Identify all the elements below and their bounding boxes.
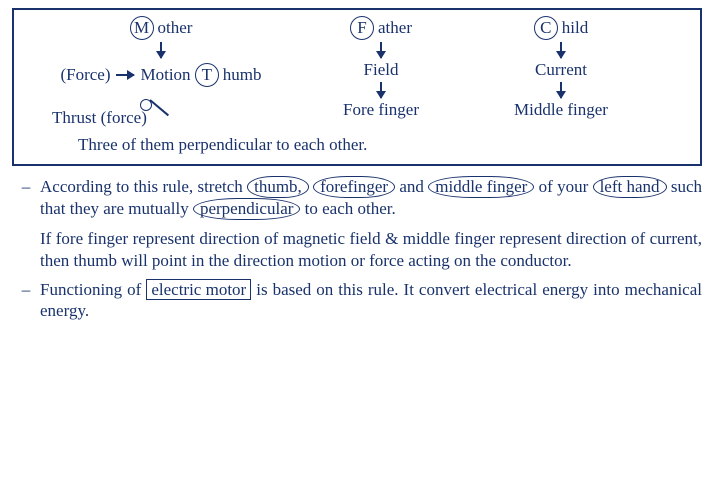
- arrow-right-icon: [116, 74, 134, 76]
- box-footer: Three of them perpendicular to each othe…: [78, 134, 688, 155]
- bullet-2: – Functioning of electric motor is based…: [12, 279, 702, 322]
- dash-icon: –: [12, 176, 40, 221]
- word-mother: M other: [130, 16, 193, 40]
- txt: According to this rule, stretch: [40, 177, 247, 196]
- label-force: (Force): [60, 64, 110, 85]
- label-forefinger: Fore finger: [276, 99, 486, 120]
- arrow-down-icon: [560, 82, 562, 98]
- circled-letter-c: C: [534, 16, 558, 40]
- txt: Functioning of: [40, 280, 146, 299]
- oval-forefinger: forefinger: [313, 176, 395, 198]
- txt: of your: [539, 177, 593, 196]
- bullet-1: – According to this rule, stretch thumb,…: [12, 176, 702, 221]
- force-motion-line: (Force) Motion: [60, 64, 190, 85]
- bullet-1-text: According to this rule, stretch thumb, f…: [40, 176, 702, 221]
- rest-mother: other: [158, 17, 193, 38]
- rect-electric-motor: electric motor: [146, 279, 251, 301]
- circled-letter-t: T: [195, 63, 219, 87]
- col-mother: M other (Force) Motion T humb Thrust (fo…: [26, 16, 276, 128]
- pointer-line-icon: [148, 87, 174, 109]
- rest-child: hild: [562, 17, 588, 38]
- oval-lefthand: left hand: [593, 176, 667, 198]
- col-father: F ather Field Fore finger: [276, 16, 486, 128]
- circled-letter-m: M: [130, 16, 154, 40]
- paragraph-2: If fore finger represent direction of ma…: [40, 228, 702, 271]
- arrow-down-icon: [160, 42, 162, 58]
- oval-perpendicular: perpendicular: [193, 198, 300, 220]
- label-current: Current: [486, 59, 636, 80]
- txt: to each other.: [305, 199, 396, 218]
- dash-icon: –: [12, 279, 40, 322]
- arrow-down-icon: [560, 42, 562, 58]
- word-child: C hild: [534, 16, 588, 40]
- txt: and: [399, 177, 428, 196]
- col-child: C hild Current Middle finger: [486, 16, 636, 128]
- arrow-down-icon: [380, 82, 382, 98]
- label-middlefinger: Middle finger: [486, 99, 636, 120]
- label-field: Field: [276, 59, 486, 80]
- word-thumb: T humb: [195, 63, 262, 87]
- mnemonic-columns: M other (Force) Motion T humb Thrust (fo…: [26, 16, 688, 128]
- oval-middlefinger: middle finger: [428, 176, 534, 198]
- word-father: F ather: [350, 16, 412, 40]
- label-motion: Motion: [140, 64, 190, 85]
- circled-letter-f: F: [350, 16, 374, 40]
- mnemonic-box: M other (Force) Motion T humb Thrust (fo…: [12, 8, 702, 166]
- rest-father: ather: [378, 17, 412, 38]
- rest-thumb: humb: [223, 64, 262, 85]
- oval-thumb: thumb,: [247, 176, 309, 198]
- bullet-2-text: Functioning of electric motor is based o…: [40, 279, 702, 322]
- arrow-down-icon: [380, 42, 382, 58]
